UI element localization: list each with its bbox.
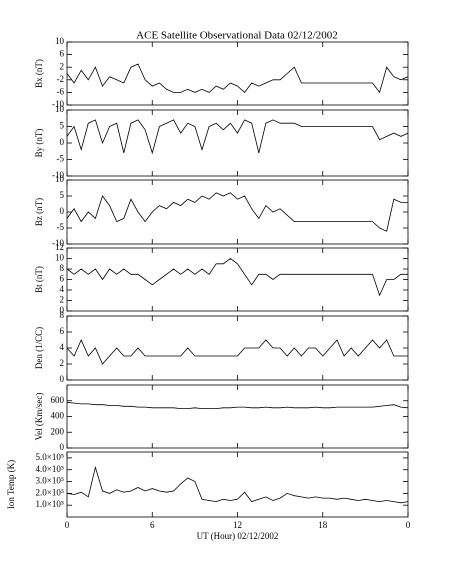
y-tick-label: 2 <box>60 295 65 305</box>
y-tick-label: 5 <box>60 121 65 131</box>
y-axis-label: Vel (Km/sec) <box>34 393 44 441</box>
y-tick-label: 4 <box>60 342 65 352</box>
y-tick-label: -10 <box>52 170 64 180</box>
y-tick-label: 0 <box>60 374 65 384</box>
y-tick-label: -10 <box>52 238 64 248</box>
y-axis-label: Bt (nT) <box>34 266 44 293</box>
y-tick-label: -2 <box>57 74 65 84</box>
y-tick-label: 4 <box>60 284 65 294</box>
y-tick-label: 0 <box>60 206 65 216</box>
x-axis-label: UT (Hour) 02/12/2002 <box>197 531 279 541</box>
data-line <box>66 192 408 232</box>
y-tick-label: 10 <box>55 253 65 263</box>
y-tick-label: 12 <box>55 242 64 252</box>
x-tick-label: 0 <box>65 520 70 530</box>
x-tick-label: 12 <box>233 520 242 530</box>
y-tick-label: 3.0×10⁵ <box>36 476 64 486</box>
data-line <box>66 465 409 504</box>
y-axis-label: Ion Temp (K) <box>6 460 16 509</box>
y-tick-label: 6 <box>60 326 65 336</box>
chart-title: ACE Satellite Observational Data 02/12/2… <box>136 30 338 42</box>
y-tick-label: 600 <box>51 395 65 405</box>
y-tick-label: 10 <box>55 104 65 114</box>
y-tick-label: 0 <box>60 137 65 147</box>
x-tick-label: 0 <box>406 520 411 530</box>
x-tick-label: 6 <box>150 520 155 530</box>
y-tick-label: 2.0×10⁵ <box>36 487 64 497</box>
y-axis-label: By (nT) <box>34 129 44 158</box>
data-line <box>66 258 408 297</box>
y-tick-label: 8 <box>60 310 65 320</box>
y-tick-label: 0 <box>60 442 65 452</box>
y-tick-label: 200 <box>51 426 65 436</box>
y-tick-label: 8 <box>60 263 65 273</box>
y-tick-label: 6 <box>60 274 65 284</box>
y-tick-label: -5 <box>57 222 65 232</box>
y-tick-label: 6 <box>60 49 65 59</box>
data-line <box>66 119 409 155</box>
y-tick-label: 10 <box>55 174 65 184</box>
data-line <box>66 339 408 365</box>
y-tick-label: -6 <box>57 86 65 96</box>
y-tick-label: 2 <box>60 61 65 71</box>
data-line <box>66 401 409 409</box>
y-tick-label: 1.0×10⁵ <box>36 499 64 509</box>
y-tick-label: 10 <box>55 36 65 46</box>
y-tick-label: 2 <box>60 358 65 368</box>
y-tick-label: 4.0×10⁵ <box>36 464 64 474</box>
data-line <box>66 63 409 94</box>
y-axis-label: Bz (nT) <box>34 198 44 226</box>
y-tick-label: -5 <box>57 154 65 164</box>
y-axis-label: Den (1/CC) <box>34 327 44 369</box>
y-axis-label: Bx (nT) <box>34 59 44 88</box>
y-tick-label: 5 <box>60 190 65 200</box>
x-tick-label: 18 <box>318 520 328 530</box>
y-tick-label: 400 <box>51 411 65 421</box>
y-tick-label: 5.0×10⁵ <box>36 452 64 462</box>
y-tick-label: 0 <box>60 305 65 315</box>
y-tick-label: -10 <box>52 99 64 109</box>
